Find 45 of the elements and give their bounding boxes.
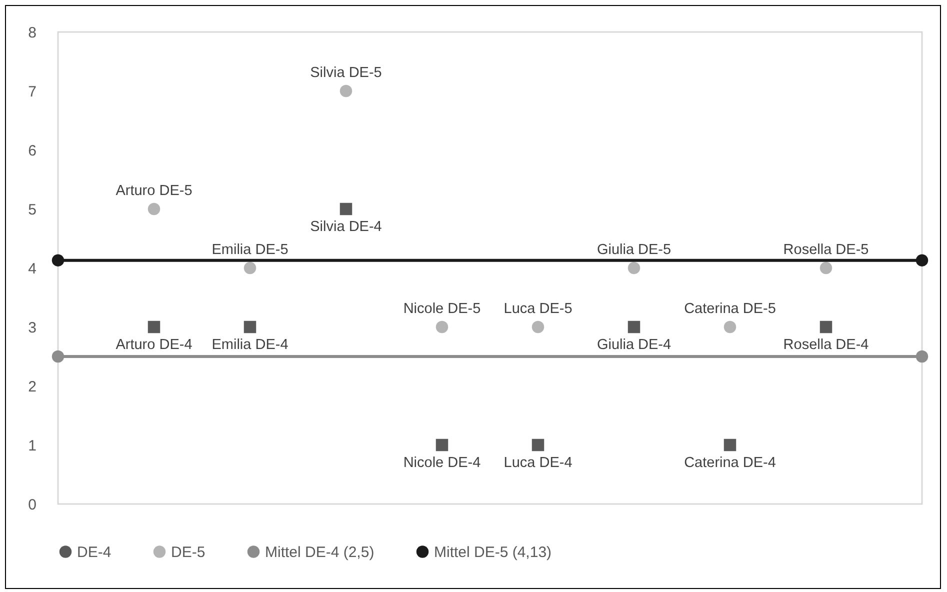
data-label: Silvia DE-4 — [310, 219, 382, 235]
data-label: Giulia DE-5 — [596, 242, 672, 258]
point — [820, 262, 832, 274]
data-label: Rosella DE-4 — [783, 337, 869, 353]
legend-label: DE-5 — [171, 544, 206, 561]
point — [724, 438, 736, 452]
point — [724, 320, 736, 334]
point — [148, 320, 160, 334]
y-tick-label: 3 — [28, 320, 36, 336]
point — [628, 262, 640, 274]
y-tick-label: 4 — [28, 260, 36, 278]
point — [244, 262, 256, 274]
legend-label: DE-4 — [77, 544, 112, 561]
point — [532, 320, 544, 334]
data-label: Rosella DE-5 — [783, 242, 869, 258]
y-tick-label: 6 — [28, 142, 36, 160]
point — [532, 438, 544, 452]
data-label: Nicole DE-5 — [403, 301, 481, 317]
point — [820, 320, 832, 334]
data-label: Caterina DE-5 — [684, 301, 776, 317]
data-label: Giulia DE-4 — [596, 337, 672, 353]
data-label: Luca DE-4 — [504, 455, 572, 471]
point — [436, 320, 448, 334]
data-label: Nicole DE-4 — [403, 455, 481, 471]
legend-label: Mittel DE-4 (2,5) — [265, 544, 374, 561]
point — [436, 438, 448, 452]
data-label: Emilia DE-4 — [212, 337, 288, 353]
y-tick-label: 7 — [28, 84, 36, 100]
point — [340, 84, 352, 98]
data-label: Arturo DE-5 — [116, 183, 192, 199]
data-label: Emilia DE-5 — [212, 242, 288, 258]
data-label: Silvia DE-5 — [310, 65, 382, 81]
y-tick-label: 5 — [28, 202, 36, 218]
data-label: Caterina DE-4 — [684, 455, 776, 471]
point — [628, 320, 640, 334]
y-tick-label: 1 — [28, 438, 36, 454]
data-label: Luca DE-5 — [504, 301, 572, 317]
y-tick-label: 0 — [28, 496, 36, 514]
y-tick-label: 8 — [28, 24, 36, 42]
legend-label: Mittel DE-5 (4,13) — [434, 544, 552, 561]
data-label: Arturo DE-4 — [116, 337, 192, 353]
y-tick-label: 2 — [28, 378, 36, 396]
point — [244, 320, 256, 334]
point — [148, 202, 160, 216]
point — [340, 202, 352, 216]
